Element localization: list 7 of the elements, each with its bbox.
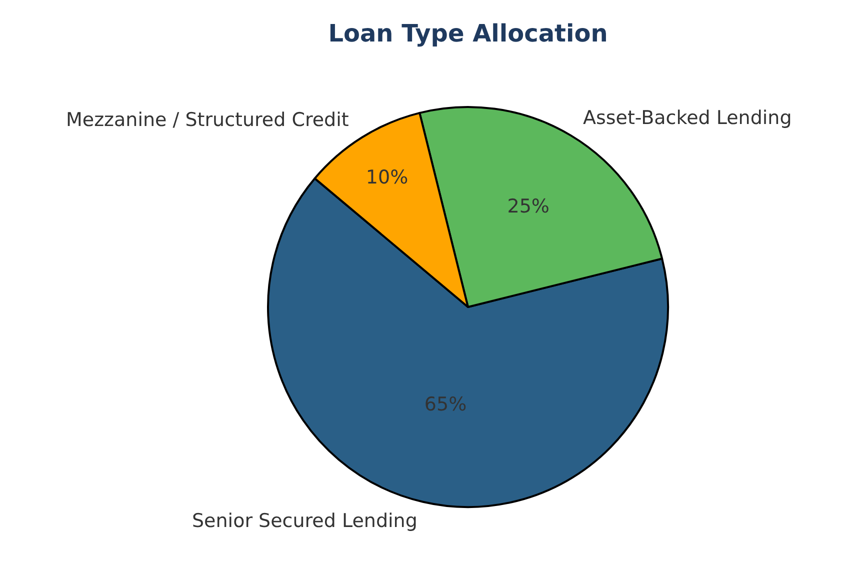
chart-title: Loan Type Allocation — [328, 19, 608, 48]
slice-label: Asset-Backed Lending — [583, 107, 792, 129]
slice-label: Senior Secured Lending — [192, 510, 418, 532]
data-label: 25% — [507, 196, 550, 218]
slice-label: Mezzanine / Structured Credit — [66, 109, 349, 131]
data-label: 65% — [424, 393, 467, 416]
data-label: 10% — [366, 166, 408, 188]
